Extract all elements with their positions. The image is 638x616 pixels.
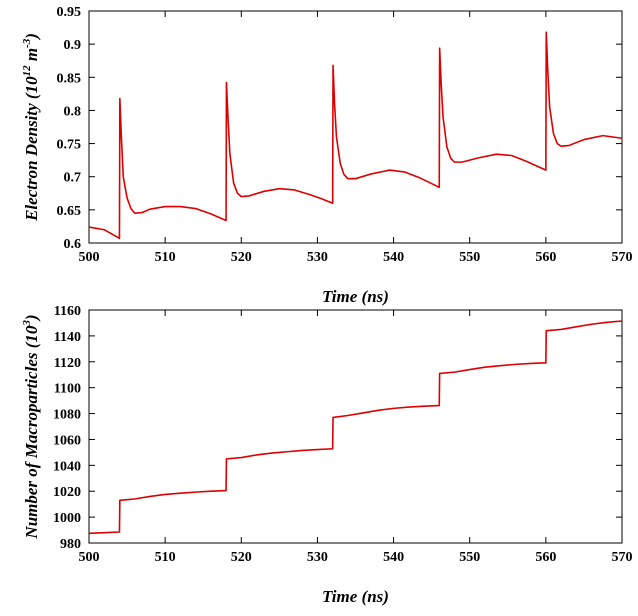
y-tick-label: 1060 bbox=[53, 433, 81, 448]
y-axis-title: Number of Macroparticles (103) bbox=[21, 314, 41, 539]
y-tick-label: 0.9 bbox=[64, 38, 82, 53]
y-tick-label: 1020 bbox=[53, 485, 81, 500]
y-tick-label: 1080 bbox=[53, 408, 81, 423]
y-tick-label: 0.6 bbox=[64, 237, 82, 252]
y-tick-label: 1120 bbox=[54, 356, 81, 371]
x-tick-label: 540 bbox=[383, 550, 404, 565]
x-axis-title: Time (ns) bbox=[322, 287, 389, 306]
plot-frame bbox=[88, 309, 623, 544]
y-tick-label: 1160 bbox=[54, 304, 81, 319]
y-tick-label: 0.85 bbox=[57, 71, 82, 86]
y-tick-label: 1000 bbox=[53, 511, 81, 526]
y-tick-label: 0.65 bbox=[57, 204, 82, 219]
y-tick-label: 1140 bbox=[54, 330, 81, 345]
x-tick-label: 570 bbox=[612, 250, 633, 265]
series-line bbox=[88, 320, 623, 535]
y-axis-title-exponent: 3 bbox=[21, 320, 33, 327]
y-axis-title-unit: m bbox=[22, 48, 41, 65]
x-tick-label: 500 bbox=[79, 250, 100, 265]
x-tick-label: 540 bbox=[383, 250, 404, 265]
x-tick-label: 510 bbox=[155, 250, 176, 265]
x-tick-label: 550 bbox=[459, 250, 480, 265]
y-axis-title-exponent: 12 bbox=[21, 65, 33, 77]
x-tick-label: 550 bbox=[459, 550, 480, 565]
y-tick-label: 1040 bbox=[53, 459, 81, 474]
y-tick-label: 0.8 bbox=[64, 104, 82, 119]
y-tick-label: 0.75 bbox=[57, 138, 82, 153]
x-tick-label: 570 bbox=[612, 550, 633, 565]
panel-1: 500 510 520 530 540 550 560 570 0.6 0.65 0.7 0.75 0.… bbox=[21, 5, 633, 306]
plot-frame bbox=[88, 10, 623, 244]
x-tick-label: 530 bbox=[307, 250, 328, 265]
y-tick-label: 980 bbox=[60, 537, 81, 552]
y-axis-title: Electron Density (1012 m-3) bbox=[21, 33, 41, 222]
y-axis-title-close: ) bbox=[22, 314, 41, 322]
y-tick-label: 0.7 bbox=[64, 171, 82, 186]
y-tick-label: 1100 bbox=[54, 382, 81, 397]
y-axis-title-close: ) bbox=[22, 33, 41, 41]
x-tick-label: 530 bbox=[307, 550, 328, 565]
y-axis-title-text: Number of Macroparticles (10 bbox=[22, 325, 41, 539]
panel-2: 500 510 520 530 540 550 560 570 980 1000 1020 1040 1… bbox=[21, 304, 633, 606]
y-tick-label: 0.95 bbox=[57, 5, 82, 20]
x-tick-label: 510 bbox=[155, 550, 176, 565]
x-tick-label: 560 bbox=[535, 250, 556, 265]
x-tick-label: 520 bbox=[231, 550, 252, 565]
x-axis-title: Time (ns) bbox=[322, 587, 389, 606]
x-tick-label: 520 bbox=[231, 250, 252, 265]
y-axis-title-text: Electron Density (10 bbox=[22, 76, 41, 222]
x-tick-label: 560 bbox=[535, 550, 556, 565]
y-axis-title-unit-exponent: -3 bbox=[21, 38, 33, 48]
series-line bbox=[88, 31, 623, 240]
x-tick-label: 500 bbox=[79, 550, 100, 565]
